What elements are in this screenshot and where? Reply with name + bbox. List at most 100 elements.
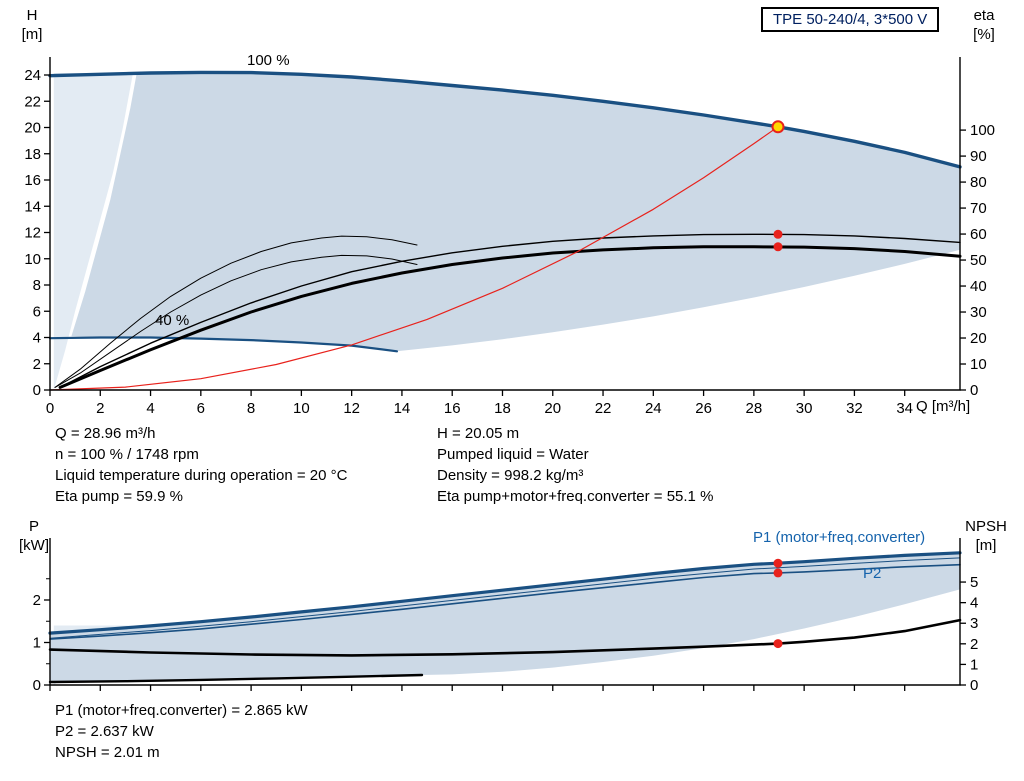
readout-h: H = 20.05 m	[437, 425, 520, 442]
svg-text:16: 16	[24, 172, 41, 189]
p1-curve	[48, 551, 962, 635]
svg-text:3: 3	[970, 615, 978, 632]
svg-text:1: 1	[33, 634, 41, 651]
p-axis-symbol: P	[28, 518, 39, 535]
eta-axis-label: eta [%]	[962, 6, 1006, 44]
svg-text:30: 30	[796, 400, 813, 417]
readout-density: Density = 998.2 kg/m³	[437, 467, 584, 484]
svg-text:70: 70	[970, 200, 987, 217]
p1-curve-label: P1 (motor+freq.converter)	[753, 529, 926, 546]
svg-text:100: 100	[970, 122, 995, 139]
h-axis-unit: [m]	[21, 26, 43, 43]
svg-text:14: 14	[394, 400, 411, 417]
operating-envelope	[71, 72, 960, 352]
power-envelope	[50, 552, 960, 682]
duty-readout-left: Q = 28.96 m³/h n = 100 % / 1748 rpm Liqu…	[55, 423, 347, 507]
npsh-marker	[773, 639, 783, 649]
svg-text:80: 80	[970, 174, 987, 191]
svg-text:0: 0	[970, 382, 978, 399]
svg-text:24: 24	[24, 67, 41, 84]
svg-text:12: 12	[343, 400, 360, 417]
svg-text:6: 6	[197, 400, 205, 417]
readout-n: n = 100 % / 1748 rpm	[55, 446, 199, 463]
svg-text:20: 20	[970, 330, 987, 347]
npsh-axis-label: NPSH [m]	[958, 517, 1014, 555]
p-axis-unit: [kW]	[19, 537, 49, 554]
svg-text:40: 40	[970, 278, 987, 295]
readout-eta-total: Eta pump+motor+freq.converter = 55.1 %	[437, 488, 714, 505]
npsh-axis-unit: [m]	[975, 537, 997, 554]
speed-100-label: 100 %	[247, 52, 290, 69]
svg-text:6: 6	[33, 303, 41, 320]
speed-40-label: 40 %	[155, 312, 190, 329]
eta-pump	[59, 233, 961, 389]
eta-total-marker	[773, 242, 783, 252]
p-40pct-curve	[48, 673, 424, 684]
svg-text:2: 2	[33, 356, 41, 373]
svg-text:18: 18	[24, 146, 41, 163]
npsh-axis-symbol: NPSH	[965, 518, 1007, 535]
svg-text:8: 8	[33, 277, 41, 294]
q-axis-label: Q [m³/h]	[916, 398, 971, 415]
svg-text:26: 26	[695, 400, 712, 417]
svg-text:20: 20	[24, 120, 41, 137]
svg-text:24: 24	[645, 400, 662, 417]
svg-text:0: 0	[970, 677, 978, 694]
p1-marker	[773, 558, 783, 568]
svg-text:10: 10	[970, 356, 987, 373]
readout-p1: P1 (motor+freq.converter) = 2.865 kW	[55, 702, 308, 719]
duty-readout-bottom: P1 (motor+freq.converter) = 2.865 kW P2 …	[55, 700, 308, 763]
svg-text:30: 30	[970, 304, 987, 321]
svg-text:32: 32	[846, 400, 863, 417]
readout-npsh: NPSH = 2.01 m	[55, 744, 160, 761]
svg-text:14: 14	[24, 198, 41, 215]
p-axis-label: P [kW]	[12, 517, 56, 555]
svg-text:60: 60	[970, 226, 987, 243]
svg-text:50: 50	[970, 252, 987, 269]
svg-text:28: 28	[746, 400, 763, 417]
readout-liquid: Pumped liquid = Water	[437, 446, 589, 463]
svg-text:34: 34	[896, 400, 913, 417]
power-npsh-chart: 0 1 2 0 1 2 3 4 5	[33, 538, 978, 694]
eta-pump-marker	[773, 229, 783, 239]
svg-text:4: 4	[33, 330, 41, 347]
svg-text:8: 8	[247, 400, 255, 417]
p2-marker	[773, 568, 783, 578]
svg-text:12: 12	[24, 225, 41, 242]
readout-temp: Liquid temperature during operation = 20…	[55, 467, 348, 484]
p1-lower-edge	[49, 557, 961, 639]
svg-text:0: 0	[33, 677, 41, 694]
qh-40pct	[48, 336, 398, 353]
svg-text:5: 5	[970, 574, 978, 591]
qh-100pct	[48, 70, 962, 169]
p2-curve-label: P2	[863, 565, 882, 582]
h-axis-symbol: H	[26, 7, 38, 24]
qh-eta-chart: 0 2 4 6 8 10 12 14 16 18 20 22 24 26 28 30 32 34024681012…	[24, 57, 995, 417]
eta-pump-40pct	[54, 235, 418, 388]
readout-q: Q = 28.96 m³/h	[55, 425, 156, 442]
envelope-light	[53, 73, 133, 390]
control-curve	[49, 126, 779, 391]
eta-pump-motor-freq	[58, 245, 962, 389]
npsh-curve	[48, 618, 962, 657]
svg-text:10: 10	[293, 400, 310, 417]
svg-text:22: 22	[595, 400, 612, 417]
p2-curve	[49, 563, 961, 640]
svg-text:2: 2	[33, 592, 41, 609]
eta-total-40pct	[54, 254, 418, 388]
svg-text:18: 18	[494, 400, 511, 417]
svg-text:4: 4	[146, 400, 154, 417]
svg-text:1: 1	[970, 656, 978, 673]
pump-type-title: TPE 50-240/4, 3*500 V	[761, 7, 940, 32]
readout-eta-pump: Eta pump = 59.9 %	[55, 488, 183, 505]
h-axis-label: H [m]	[10, 6, 54, 44]
duty-point	[771, 120, 785, 134]
svg-text:0: 0	[46, 400, 54, 417]
duty-readout-right: H = 20.05 m Pumped liquid = Water Densit…	[437, 423, 713, 507]
svg-text:0: 0	[33, 382, 41, 399]
svg-text:2: 2	[96, 400, 104, 417]
svg-text:22: 22	[24, 93, 41, 110]
eta-axis-symbol: eta	[973, 7, 995, 24]
